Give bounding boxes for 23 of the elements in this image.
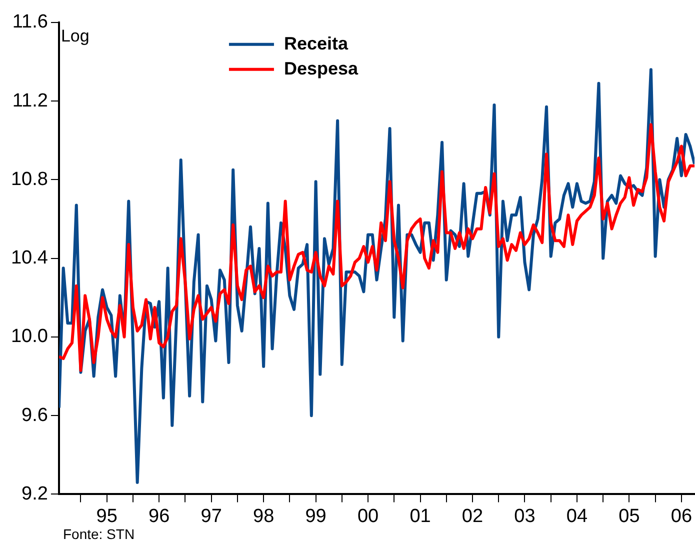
- x-tick-label: 97: [200, 506, 222, 527]
- legend-label: Receita: [284, 33, 350, 54]
- y-tick-label: 10.8: [10, 168, 48, 190]
- x-tick-label: 00: [357, 506, 379, 527]
- y-tick-label: 9.6: [22, 404, 48, 426]
- x-tick-label: 05: [618, 506, 640, 527]
- y-tick-label: 10.0: [10, 326, 48, 348]
- x-tick-label: 02: [462, 506, 484, 527]
- x-tick-label: 98: [252, 506, 274, 527]
- x-tick-label: 99: [305, 506, 326, 527]
- x-tick-label: 03: [514, 506, 536, 527]
- source-note: Fonte: STN: [62, 526, 135, 542]
- x-tick-label: 06: [670, 506, 692, 527]
- y-axis-title: Log: [60, 26, 90, 46]
- legend-label: Despesa: [284, 58, 360, 78]
- y-tick-label: 11.6: [12, 12, 48, 33]
- y-tick-label: 10.4: [10, 248, 48, 269]
- x-tick-label: 01: [410, 506, 431, 527]
- x-tick-label: 95: [96, 506, 118, 527]
- x-tick-label: 96: [148, 506, 170, 527]
- y-tick-label: 11.2: [12, 90, 48, 112]
- y-tick-label: 9.2: [22, 483, 48, 504]
- x-tick-label: 04: [566, 506, 588, 527]
